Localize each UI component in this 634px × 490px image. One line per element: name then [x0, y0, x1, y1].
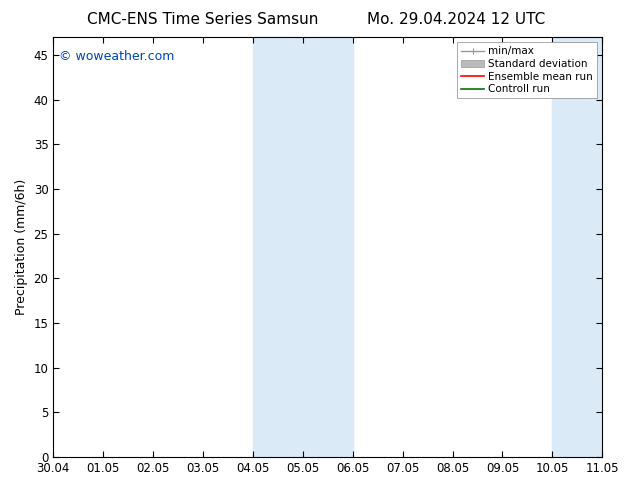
Text: © woweather.com: © woweather.com [59, 49, 174, 63]
Bar [552, 37, 602, 457]
Text: CMC-ENS Time Series Samsun: CMC-ENS Time Series Samsun [87, 12, 318, 27]
Bar [253, 37, 303, 457]
Text: Mo. 29.04.2024 12 UTC: Mo. 29.04.2024 12 UTC [367, 12, 546, 27]
Y-axis label: Precipitation (mm/6h): Precipitation (mm/6h) [15, 179, 28, 315]
Legend: min/max, Standard deviation, Ensemble mean run, Controll run: min/max, Standard deviation, Ensemble me… [457, 42, 597, 98]
Bar [303, 37, 353, 457]
